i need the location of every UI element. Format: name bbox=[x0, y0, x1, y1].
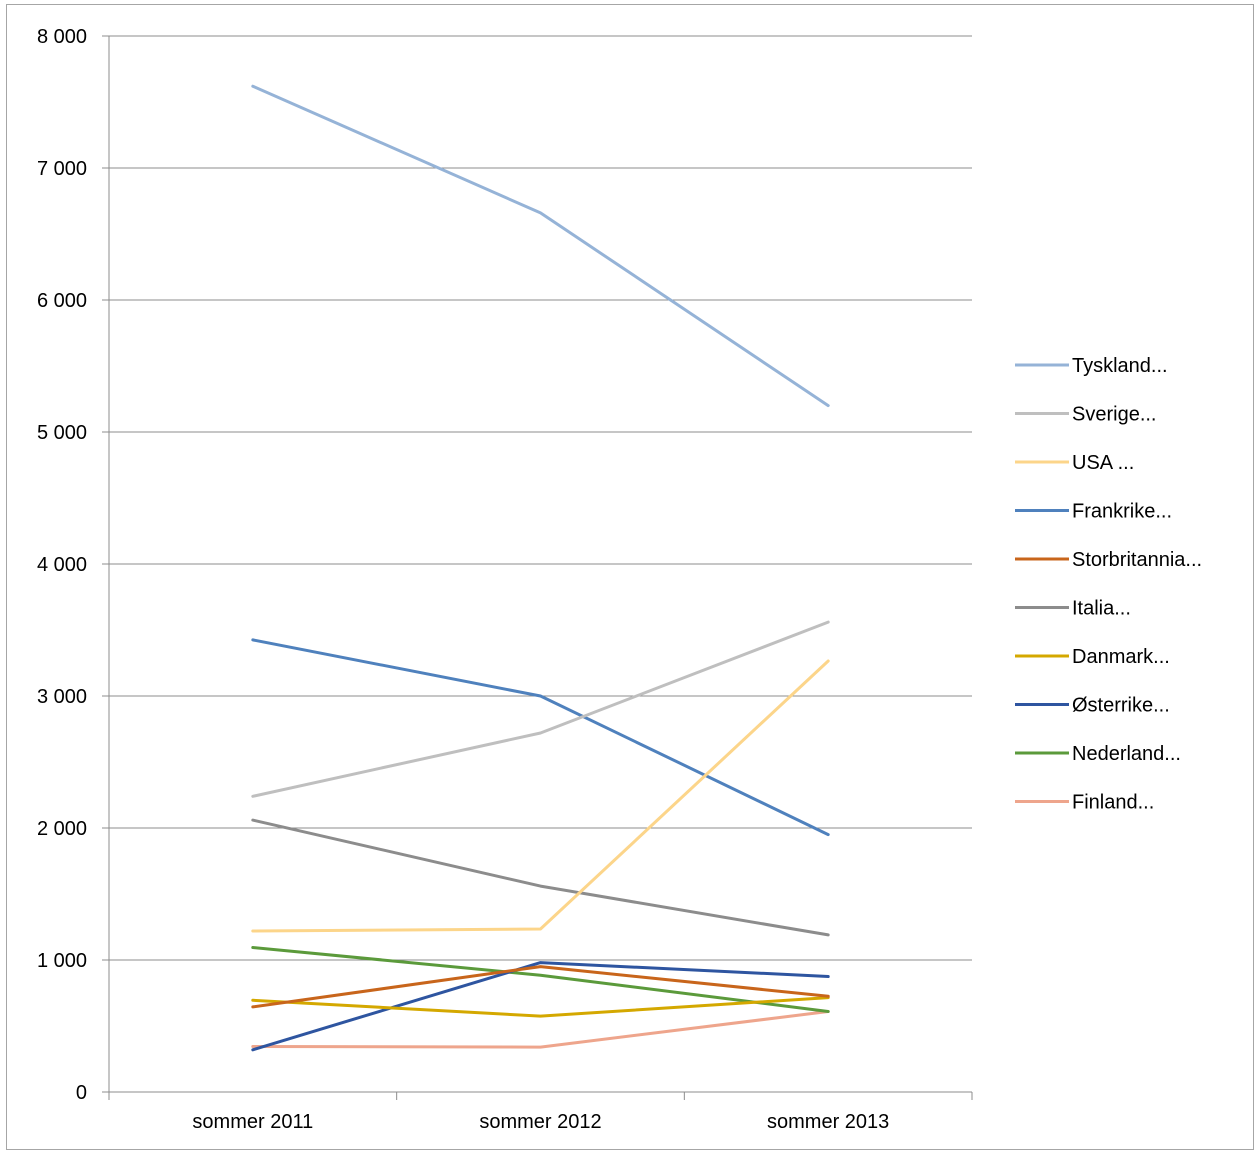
legend-label: Østerrike... bbox=[1072, 695, 1170, 717]
y-tick-label: 6 000 bbox=[37, 290, 87, 312]
legend-item: Østerrike... bbox=[1015, 695, 1170, 717]
y-tick-label: 5 000 bbox=[37, 422, 87, 444]
legend-label: Italia... bbox=[1072, 598, 1131, 620]
legend-label: Frankrike... bbox=[1072, 501, 1172, 523]
series-line bbox=[253, 820, 828, 935]
legend-item: Danmark... bbox=[1015, 646, 1170, 668]
x-tick-label: sommer 2011 bbox=[192, 1111, 313, 1133]
y-tick-label: 2 000 bbox=[37, 818, 87, 840]
y-tick-label: 3 000 bbox=[37, 686, 87, 708]
gridlines bbox=[109, 36, 972, 960]
legend-item: Sverige... bbox=[1015, 404, 1156, 426]
series-line bbox=[253, 86, 828, 405]
x-tick-label: sommer 2013 bbox=[767, 1111, 889, 1133]
y-tick-label: 7 000 bbox=[37, 158, 87, 180]
y-tick-label: 0 bbox=[76, 1082, 87, 1104]
series-line bbox=[253, 661, 828, 931]
axes: 0 1 000 2 000 3 000 4 000 5 000 6 000 7 000 8 00… bbox=[37, 26, 972, 1133]
legend-label: Danmark... bbox=[1072, 646, 1170, 668]
legend-label: USA ... bbox=[1072, 452, 1134, 474]
legend-item: Italia... bbox=[1015, 598, 1131, 620]
legend-item: Tyskland... bbox=[1015, 355, 1168, 377]
legend-label: Storbritannia... bbox=[1072, 549, 1202, 571]
legend-label: Finland... bbox=[1072, 792, 1154, 814]
series-line bbox=[253, 622, 828, 796]
series-line bbox=[253, 640, 828, 835]
series-lines bbox=[253, 86, 828, 1050]
legend-item: Nederland... bbox=[1015, 743, 1181, 765]
legend-item: Storbritannia... bbox=[1015, 549, 1202, 571]
legend: Tyskland... Sverige... USA ... Frankrike...… bbox=[1015, 355, 1202, 814]
y-tick-label: 4 000 bbox=[37, 554, 87, 576]
legend-label: Tyskland... bbox=[1072, 355, 1168, 377]
legend-label: Nederland... bbox=[1072, 743, 1181, 765]
y-tick-label: 1 000 bbox=[37, 950, 87, 972]
legend-item: USA ... bbox=[1015, 452, 1134, 474]
legend-item: Frankrike... bbox=[1015, 501, 1172, 523]
legend-item: Finland... bbox=[1015, 792, 1154, 814]
legend-label: Sverige... bbox=[1072, 404, 1156, 426]
x-tick-label: sommer 2012 bbox=[479, 1111, 601, 1133]
y-tick-label: 8 000 bbox=[37, 26, 87, 48]
